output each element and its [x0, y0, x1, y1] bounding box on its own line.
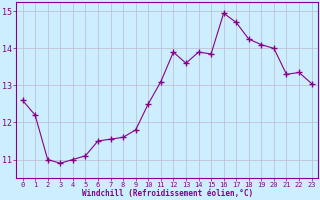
X-axis label: Windchill (Refroidissement éolien,°C): Windchill (Refroidissement éolien,°C): [82, 189, 253, 198]
